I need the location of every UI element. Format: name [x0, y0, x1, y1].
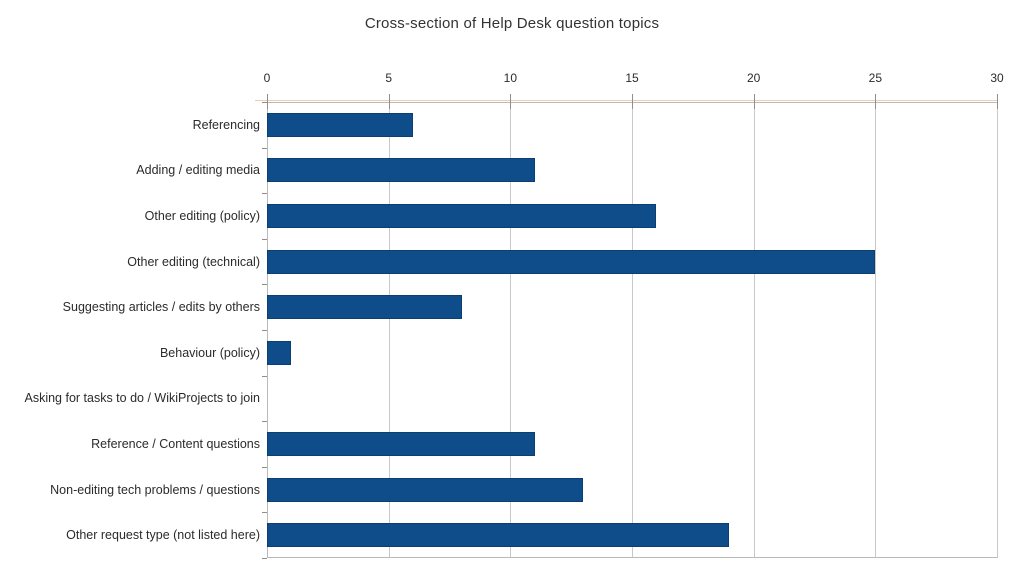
x-axis-tick-label-25: 25	[868, 71, 883, 85]
chart-row: Non-editing tech problems / questions	[50, 467, 997, 513]
x-axis-tick-30	[997, 94, 998, 109]
category-label: Non-editing tech problems / questions	[50, 482, 260, 497]
chart-row: Asking for tasks to do / WikiProjects to…	[24, 376, 997, 422]
x-axis-tick-label-5: 5	[385, 71, 392, 85]
gridline-x-25	[875, 102, 877, 558]
category-label: Other editing (technical)	[127, 254, 260, 269]
x-axis-tick-label-20: 20	[746, 71, 761, 85]
x-axis-tick-0	[267, 94, 268, 109]
category-label: Adding / editing media	[136, 163, 260, 178]
category-axis-tick	[262, 102, 267, 103]
x-axis-tick-label-0: 0	[263, 71, 271, 85]
category-axis-tick	[262, 147, 267, 149]
gridline-x-30	[997, 102, 998, 558]
category-axis-tick	[262, 330, 267, 331]
gridline-x-5	[388, 102, 390, 558]
category-axis-tick	[262, 466, 267, 468]
category-axis-tick	[262, 375, 267, 377]
category-axis-tick	[262, 558, 267, 559]
category-label: Reference / Content questions	[91, 436, 260, 451]
gridline-x-20	[753, 102, 755, 558]
chart-row: Referencing	[193, 102, 997, 148]
category-axis-tick	[262, 284, 267, 286]
x-axis-tick-15	[632, 94, 633, 109]
bar-8	[267, 295, 462, 320]
x-axis-tick-10	[510, 94, 512, 109]
bar-13	[267, 477, 584, 502]
chart-row: Suggesting articles / edits by others	[63, 284, 997, 330]
x-axis-tick-label-15: 15	[625, 71, 639, 85]
bar-16	[267, 203, 657, 228]
plot-area: 0 5 10 15 20 25 30 Referencing Adding / editing…	[24, 71, 1004, 559]
chart-title: Cross-section of Help Desk question topi…	[364, 15, 660, 32]
category-axis-line	[267, 102, 268, 558]
category-axis-tick	[262, 512, 267, 514]
axis-accent-line	[255, 100, 997, 101]
category-axis-tick	[262, 421, 267, 423]
bar-6	[267, 112, 413, 137]
bar-1	[267, 340, 292, 365]
category-label: Referencing	[192, 117, 260, 132]
x-axis-tick-20	[753, 94, 755, 109]
category-label: Other editing (policy)	[144, 208, 260, 223]
chart-row: Other editing (technical)	[127, 239, 997, 285]
bar-19	[267, 523, 730, 548]
gridline-x-10	[510, 102, 512, 558]
category-label: Behaviour (policy)	[159, 345, 260, 360]
category-label: Asking for tasks to do / WikiProjects to…	[24, 391, 260, 406]
chart-row: Reference / Content questions	[91, 421, 997, 467]
category-axis-tick	[262, 238, 267, 240]
category-label: Suggesting articles / edits by others	[62, 300, 260, 315]
chart-row: Behaviour (policy)	[160, 330, 997, 376]
x-axis-tick-5	[388, 94, 390, 109]
x-axis-tick-25	[875, 94, 877, 109]
category-axis-tick	[262, 193, 267, 195]
x-axis-tick-label-10: 10	[503, 71, 518, 85]
gridline-x-15	[632, 102, 633, 558]
category-label: Other request type (not listed here)	[66, 528, 260, 543]
bar-11	[267, 158, 535, 183]
chart-row: Other request type (not listed here)	[66, 512, 997, 558]
chart-row: Other editing (policy)	[145, 193, 997, 239]
plot-bottom-border	[267, 557, 997, 558]
x-axis-tick-label-30: 30	[990, 71, 1004, 85]
bar-25	[267, 249, 876, 274]
chart-row: Adding / editing media	[136, 148, 997, 194]
bar-11	[267, 431, 535, 456]
